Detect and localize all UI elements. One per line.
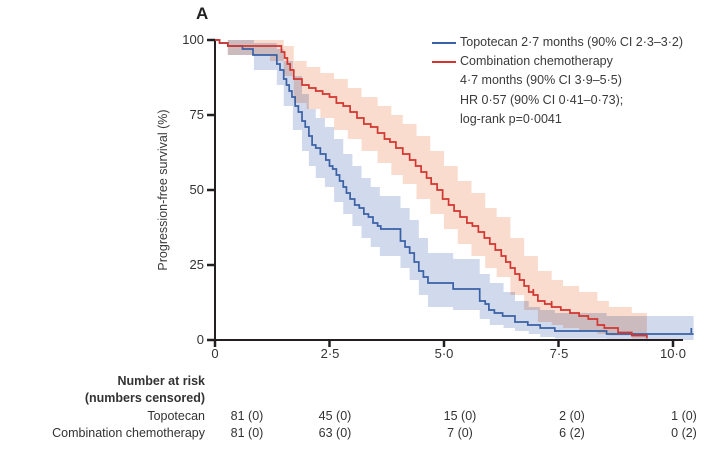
risk-table-header-line2: (numbers censored) <box>84 391 205 405</box>
legend-entry-combination: Combination chemotherapy <box>432 52 683 71</box>
km-curve-combination <box>215 39 648 339</box>
x-tick-label-0: 0 <box>211 346 219 361</box>
legend-swatch-cell <box>432 52 460 71</box>
risk-value: 6 (2) <box>559 426 585 440</box>
legend-entry-combination-cont: log-rank p=0·0041 <box>432 110 683 129</box>
legend-swatch-cell <box>432 33 460 52</box>
risk-row-label-combination: Combination chemotherapy <box>52 426 205 440</box>
legend-entry-combination-cont: 4·7 months (90% CI 3·9–5·5) <box>432 71 683 90</box>
risk-value: 7 (0) <box>447 426 473 440</box>
legend-label-hazard-ratio: HR 0·57 (90% CI 0·41–0·73); <box>460 92 624 107</box>
risk-value: 15 (0) <box>443 409 477 423</box>
legend-label-topotecan: Topotecan 2·7 months (90% CI 2·3–3·2) <box>460 35 684 49</box>
legend: Topotecan 2·7 months (90% CI 2·3–3·2) Co… <box>432 33 683 129</box>
ci-band-topotecan <box>215 40 694 340</box>
x-tick-label-2-5: 2·5 <box>320 346 340 361</box>
risk-value: 81 (0) <box>230 409 264 423</box>
x-tick-label-10-0: 10·0 <box>659 346 687 361</box>
legend-label-combination-line1: Combination chemotherapy <box>460 54 613 69</box>
legend-entry-topotecan: Topotecan 2·7 months (90% CI 2·3–3·2) <box>432 33 683 52</box>
y-tick-label-75: 75 <box>189 107 204 122</box>
risk-value: 45 (0) <box>318 409 352 423</box>
risk-value: 1 (0) <box>671 409 697 423</box>
y-tick-label-50: 50 <box>189 182 204 197</box>
combination-line-swatch-icon <box>432 60 456 63</box>
legend-swatch-spacer <box>432 71 460 90</box>
legend-label-log-rank: log-rank p=0·0041 <box>460 111 562 126</box>
legend-entry-combination-cont: HR 0·57 (90% CI 0·41–0·73); <box>432 91 683 110</box>
risk-value: 0 (2) <box>671 426 697 440</box>
y-tick-label-0: 0 <box>196 332 204 347</box>
legend-swatch-spacer <box>432 91 460 110</box>
panel-label: A <box>196 4 209 23</box>
risk-table-header-line1: Number at risk <box>117 374 205 388</box>
legend-label-combination-line2: 4·7 months (90% CI 3·9–5·5) <box>460 73 622 88</box>
ci-band-combination <box>215 40 647 340</box>
risk-value: 81 (0) <box>230 426 264 440</box>
y-tick-label-25: 25 <box>189 257 204 272</box>
risk-value: 2 (0) <box>559 409 585 423</box>
km-curve-topotecan <box>215 39 694 335</box>
x-tick-label-5-0: 5·0 <box>434 346 454 361</box>
y-tick-label-100: 100 <box>182 32 204 47</box>
x-tick-label-7-5: 7·5 <box>549 346 569 361</box>
risk-row-label-topotecan: Topotecan <box>147 409 205 423</box>
legend-swatch-spacer <box>432 110 460 129</box>
topotecan-line-swatch-icon <box>432 41 456 44</box>
risk-value: 63 (0) <box>318 426 352 440</box>
